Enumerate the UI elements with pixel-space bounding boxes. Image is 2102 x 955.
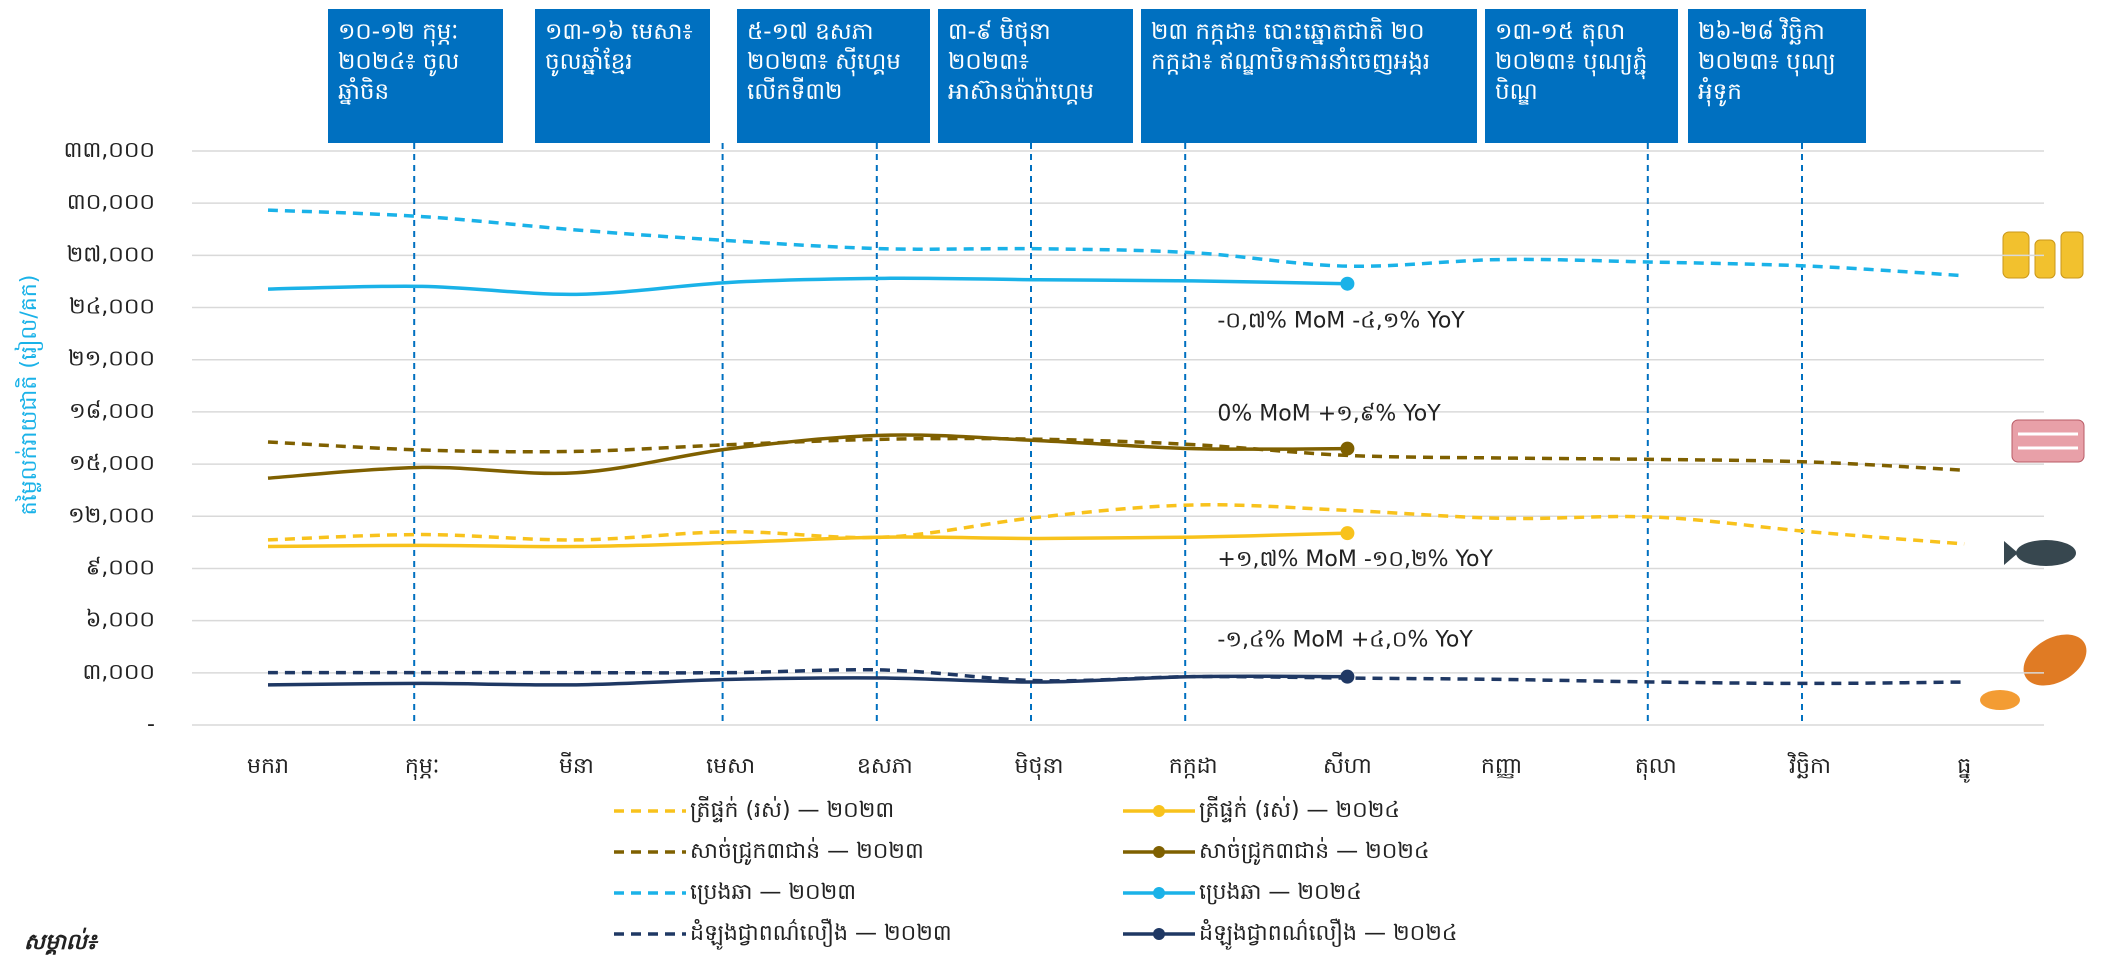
y-tick-label: ១២,០០០ [68,503,155,528]
x-tick-label: សីហា [1323,752,1372,779]
event-box: ១៣-១៦ មេសា៖ ចូលឆ្នាំខ្មែរ [535,9,710,143]
icon-fish [2004,540,2076,566]
end-marker [1340,669,1355,684]
y-tick-label: ១៨,០០០ [69,399,155,424]
x-tick-label: មេសា [706,754,755,779]
series-line [268,667,1965,686]
y-tick-label: ៣៣,០០០ [64,138,155,163]
legend-marker [1153,928,1165,940]
end-marker [1340,526,1355,541]
y-tick-label: ២៤,០០០ [69,295,155,320]
legend-label: ប្រេងឆា — ២០២៤ [1199,880,1362,905]
x-tick-label: កញ្ញា [1481,754,1522,779]
series-line [267,433,1348,480]
legend-marker [1153,805,1165,817]
event-box: ១៣-១៥ តុលា ២០២៣៖ បុណ្យភ្ជុំបិណ្ឌ [1485,9,1678,143]
y-tick-label: ៣០,០០០ [67,190,155,215]
series-line [267,276,1348,297]
y-tick-label: ៩,០០០ [86,555,155,580]
legend-marker [1153,846,1165,858]
series-note: -០,៧% MoM -៤,១% YoY [1217,309,1465,334]
legend-label: ដំឡូងជ្វាពណ៌លឿង — ២០២៤ [1199,918,1457,950]
event-box: ១០-១២ កុម្ភៈ ២០២៤៖ ចូលឆ្នាំចិន [328,9,503,143]
series-line [267,436,1965,472]
x-tick-label: មិថុនា [1015,752,1064,780]
end-marker [1340,441,1355,456]
legend-marker [1153,887,1165,899]
x-tick-label: មករា [247,754,289,779]
y-axis-title: តម្លៃលក់រាយជាតិ (រៀល/គក) [14,275,43,516]
legend-label: សាច់ជ្រូក៣ជាន់ — ២០២៣ [690,837,924,865]
event-box: ៥-១៧ ឧសភា ២០២៣៖ ស៊ីហ្គេមលើកទី៣២ [737,9,930,143]
x-tick-label: វិច្ឆិកា [1787,752,1831,779]
legend-label: ដំឡូងជ្វាពណ៌លឿង — ២០២៣ [690,918,952,950]
series-note: -១,៤% MoM +៤,០% YoY [1217,628,1473,653]
y-tick-label: ២១,០០០ [68,347,155,372]
series-line [267,674,1348,687]
y-tick-label: ១៥,០០០ [69,451,155,476]
y-tick-label: - [147,712,155,737]
x-tick-label: មីនា [559,752,594,779]
legend-label: ត្រីផ្ទក់ (រស់) — ២០២៤ [1199,796,1400,823]
event-box: ២៣ កក្កដា៖ បោះឆ្នោតជាតិ ២០ កក្កដា៖ ឥណ្ឌា… [1141,9,1477,143]
icon-oil [2002,231,2084,279]
x-tick-label: កុម្ភៈ [405,754,440,780]
y-tick-label: ៣,០០០ [82,660,155,685]
series-line [267,208,1965,278]
end-marker [1340,276,1355,291]
icon-pork [2011,419,2085,463]
series-line [267,531,1348,549]
y-tick-label: ៦,០០០ [86,608,155,633]
series-note: +១,៧% MoM -១០,២% YoY [1217,547,1493,572]
icon-potato [1980,634,2087,710]
x-tick-label: តុលា [1635,754,1677,780]
event-box: ២៦-២៨ វិច្ឆិកា ២០២៣៖ បុណ្យអុំទូក [1688,9,1866,143]
legend-label: សាច់ជ្រូក៣ជាន់ — ២០២៤ [1199,837,1430,865]
footnote: សម្គាល់៖ [24,927,99,955]
legend-label: ត្រីផ្ទក់ (រស់) — ២០២៣ [690,796,894,823]
series-line [267,503,1965,546]
legend-label: ប្រេងឆា — ២០២៣ [690,880,856,905]
event-box: ៣-៩ មិថុនា ២០២៣៖ អាស៊ានប៉ារ៉ាហ្គេម [938,9,1133,143]
x-tick-label: ធ្នូ [1957,754,1971,783]
y-tick-label: ២៧,០០០ [67,242,155,267]
x-tick-label: កក្កដា [1169,754,1218,779]
series-note: 0% MoM +១,៩% YoY [1217,402,1441,427]
x-tick-label: ឧសភា [857,754,913,779]
